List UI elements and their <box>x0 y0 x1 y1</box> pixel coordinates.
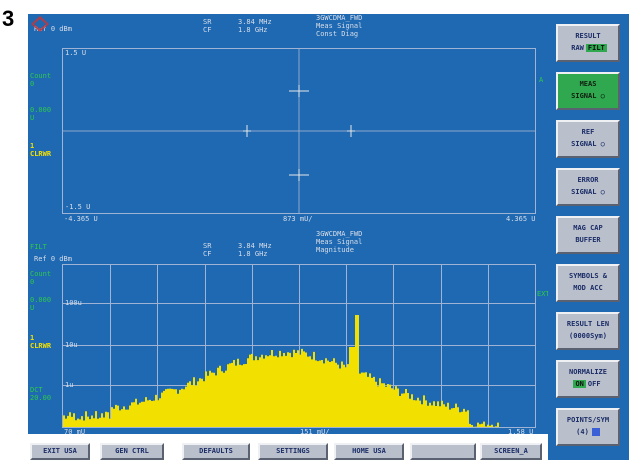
upper-x-left-label: -4.365 U <box>64 215 98 223</box>
softkey-error-signal[interactable]: ERROR SIGNAL ○ <box>556 168 620 206</box>
softkey-label: SYMBOLS & <box>569 272 607 280</box>
softkey-sublabel: MOD ACC <box>573 284 603 292</box>
upper-meas-signal: Meas Signal <box>316 22 363 30</box>
upper-right-marker: A <box>539 76 544 84</box>
hotkey-screen-a[interactable]: SCREEN_A <box>480 443 542 460</box>
softkey-label: RESULT LEN <box>566 320 610 328</box>
softkey-sublabel: SIGNAL ○ <box>571 92 605 100</box>
toggle-raw: RAW <box>571 44 584 52</box>
lower-y-label-10u: 10u <box>65 341 78 349</box>
hotkey-defaults[interactable]: DEFAULTS <box>182 443 250 460</box>
constellation-point-right <box>347 125 355 137</box>
softkey-normalize[interactable]: NORMALIZE ON OFF <box>556 360 620 398</box>
toggle-off: OFF <box>587 380 601 388</box>
softkey-ref-signal[interactable]: REF SIGNAL ○ <box>556 120 620 158</box>
upper-sr-value: 3.84 MHz <box>238 18 272 26</box>
softkey-meas-signal[interactable]: MEAS SIGNAL ○ <box>556 72 620 110</box>
softkey-result-raw-filt[interactable]: RESULT RAW FILT <box>556 24 620 62</box>
toggle-filt: FILT <box>585 44 607 52</box>
upper-trace-number: 1 <box>30 142 35 150</box>
lower-cf-value: 1.8 GHz <box>238 250 268 258</box>
analyzer-screen: Ref 0 dBm SR 3.84 MHz CF 1.8 GHz 3GWCDMA… <box>28 14 550 436</box>
softkey-sublabel: (4) <box>576 428 589 436</box>
constellation-point-left <box>243 125 251 137</box>
softkey-sublabel: SIGNAL ○ <box>571 188 605 196</box>
softkey-label: POINTS/SYM <box>566 416 610 424</box>
lower-side-scale: 0.000 <box>30 296 52 304</box>
hotkey-blank[interactable] <box>410 443 476 460</box>
softkey-result-len[interactable]: RESULT LEN (0000Sym) <box>556 312 620 350</box>
upper-x-mid-label: 873 mU/ <box>283 215 313 223</box>
softkey-sublabel: SIGNAL ○ <box>571 140 605 148</box>
softkey-bar: RESULT RAW FILT MEAS SIGNAL ○ REF SIGNAL … <box>548 14 629 460</box>
upper-side-count-val: 0 <box>30 80 35 88</box>
magnitude-histogram-plot: 100u 10u 1u <box>62 264 536 428</box>
upper-x-right-label: 4.365 U <box>506 215 536 223</box>
softkey-sublabel: BUFFER <box>575 236 601 244</box>
upper-view-name: Const Diag <box>316 30 359 38</box>
softkey-label: RESULT <box>575 32 601 40</box>
lower-side-dct-val: 20.00 <box>30 394 52 402</box>
constellation-plot: 1.5 U -1.5 U <box>62 48 536 214</box>
upper-side-unit: U <box>30 114 35 122</box>
constellation-point-top <box>289 85 309 97</box>
constellation-point-bottom <box>289 169 309 181</box>
softkey-sublabel: (0000Sym) <box>569 332 607 340</box>
hotkey-settings[interactable]: SETTINGS <box>258 443 328 460</box>
upper-cf-value: 1.8 GHz <box>238 26 268 34</box>
softkey-toggle: ON OFF <box>558 380 618 388</box>
lower-trace-number: 1 <box>30 334 35 342</box>
lower-sr-value: 3.84 MHz <box>238 242 272 250</box>
lower-x-left-label: 70 mU <box>64 428 86 436</box>
softkey-toggle: RAW FILT <box>558 44 618 52</box>
lower-side-count: Count <box>30 270 52 278</box>
lower-x-right-label: 1.58 U <box>508 428 534 436</box>
toggle-on: ON <box>573 380 586 388</box>
lower-side-count-val: 0 <box>30 278 35 286</box>
lower-view-name: Magnitude <box>316 246 354 254</box>
lower-y-label-1u: 1u <box>65 381 74 389</box>
softkey-symbols-mod-acc[interactable]: SYMBOLS & MOD ACC <box>556 264 620 302</box>
softkey-mag-cap-buffer[interactable]: MAG CAP BUFFER <box>556 216 620 254</box>
upper-trace-mode: CLRWR <box>30 150 52 158</box>
softkey-label: NORMALIZE <box>569 368 607 376</box>
figure-number: 3 <box>2 6 15 31</box>
lower-trace-mode: CLRWR <box>30 342 52 350</box>
selection-indicator-icon <box>591 428 600 436</box>
upper-side-scale: 0.000 <box>30 106 52 114</box>
magnitude-trace <box>63 315 535 427</box>
lower-side-dct: DCT <box>30 386 43 394</box>
hotkey-home-usa[interactable]: HOME USA <box>334 443 404 460</box>
lower-sr-label: SR <box>203 242 212 250</box>
softkey-label: REF <box>581 128 595 136</box>
lower-standard: 3GWCDMA_FWD <box>316 230 363 238</box>
lower-right-marker: EXT <box>537 290 550 298</box>
softkey-label: MAG CAP <box>573 224 603 232</box>
rohde-schwarz-logo-icon <box>31 16 49 32</box>
lower-ref-level: Ref 0 dBm <box>34 255 72 263</box>
upper-y-bottom-label: -1.5 U <box>65 203 91 211</box>
lower-meas-signal: Meas Signal <box>316 238 363 246</box>
upper-cf-label: CF <box>203 26 212 34</box>
hotkey-exit-usa[interactable]: EXIT USA <box>30 443 90 460</box>
hotkey-gen-ctrl[interactable]: GEN CTRL <box>100 443 164 460</box>
lower-x-mid-label: 151 mU/ <box>300 428 330 436</box>
lower-trace-tag: FILT <box>30 243 47 251</box>
lower-cf-label: CF <box>203 250 212 258</box>
softkey-points-per-sym[interactable]: POINTS/SYM (4) <box>556 408 620 446</box>
softkey-label: MEAS <box>579 80 597 88</box>
softkey-sublabel-wrap: (4) <box>558 428 618 436</box>
upper-y-top-label: 1.5 U <box>65 49 87 57</box>
upper-standard: 3GWCDMA_FWD <box>316 14 363 22</box>
lower-side-unit: U <box>30 304 35 312</box>
upper-sr-label: SR <box>203 18 212 26</box>
lower-y-label-100u: 100u <box>65 299 82 307</box>
softkey-label: ERROR <box>577 176 599 184</box>
upper-side-count: Count <box>30 72 52 80</box>
